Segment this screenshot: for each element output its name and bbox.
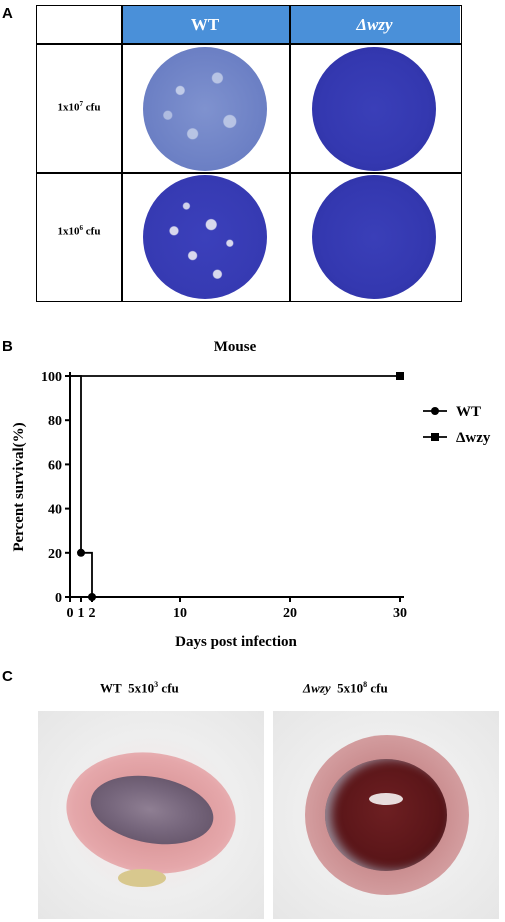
panel-a-letter: A bbox=[2, 5, 13, 22]
legend-marker-1 bbox=[431, 433, 439, 441]
x-tick-label: 20 bbox=[283, 606, 297, 621]
y-tick-label: 20 bbox=[48, 547, 62, 562]
eye-photo-dwzy bbox=[273, 711, 499, 919]
plate-wt-1e7 bbox=[143, 47, 267, 171]
column-header-dwzy: Δwzy bbox=[289, 6, 460, 43]
chart-title: Mouse bbox=[214, 339, 257, 355]
marker-point bbox=[88, 593, 96, 601]
legend-label-0: WT bbox=[456, 404, 481, 420]
eye-reflection-dwzy bbox=[369, 793, 403, 805]
plate-wt-1e6 bbox=[143, 175, 267, 299]
y-tick-label: 80 bbox=[48, 414, 62, 429]
y-tick-label: 0 bbox=[55, 591, 62, 606]
marker-point bbox=[396, 372, 404, 380]
eye-photo-wt bbox=[38, 711, 264, 919]
x-tick-label: 1 bbox=[78, 606, 85, 621]
column-header-wt: WT bbox=[121, 6, 289, 43]
x-tick-label: 2 bbox=[89, 606, 96, 621]
y-axis-label: Percent survival(%) bbox=[11, 422, 27, 551]
x-tick-label: 0 bbox=[67, 606, 74, 621]
caption-dwzy: Δwzy 5x108 cfu bbox=[303, 680, 388, 696]
y-tick-label: 60 bbox=[48, 458, 62, 473]
survival-chart: Mouse Percent survival(%) Days post infe… bbox=[11, 339, 491, 650]
x-axis-label: Days post infection bbox=[175, 634, 297, 650]
series-line-0 bbox=[70, 375, 93, 597]
legend-label-1: Δwzy bbox=[456, 430, 491, 446]
eye-dwzy bbox=[325, 759, 447, 871]
x-tick-label: 10 bbox=[173, 606, 187, 621]
marker-point bbox=[77, 548, 85, 557]
y-tick-label: 100 bbox=[41, 370, 62, 385]
plate-table: WT Δwzy 1x107 cfu 1x106 cfu bbox=[36, 5, 462, 302]
y-tick-label: 40 bbox=[48, 503, 62, 518]
row-label-1e7: 1x107 cfu bbox=[57, 100, 101, 114]
plate-dwzy-1e7 bbox=[312, 47, 436, 171]
discharge-wt bbox=[118, 869, 166, 887]
plate-dwzy-1e6 bbox=[312, 175, 436, 299]
x-tick-label: 30 bbox=[393, 606, 407, 621]
legend-marker-0 bbox=[431, 407, 439, 415]
caption-wt: WT 5x103 cfu bbox=[100, 680, 179, 696]
panel-c-letter: C bbox=[2, 668, 13, 685]
row-label-1e6: 1x106 cfu bbox=[57, 224, 101, 238]
panel-b-letter: B bbox=[2, 338, 13, 355]
